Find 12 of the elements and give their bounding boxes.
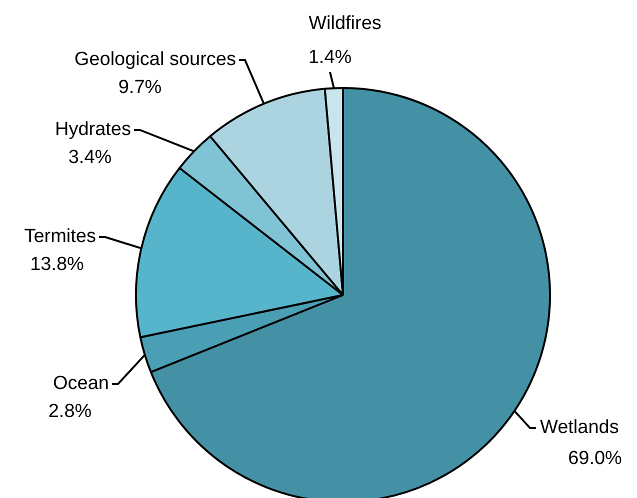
slice-label: Geological sources <box>74 49 236 70</box>
data-label: 69.0% <box>568 448 622 470</box>
data-label: 13.8% <box>30 254 84 276</box>
slice-label: Wildfires <box>308 13 382 34</box>
slice-label: Ocean <box>53 373 109 394</box>
data-label: 9.7% <box>118 77 162 98</box>
data-label: 3.4% <box>68 147 112 168</box>
slice-label: Termites <box>24 226 96 248</box>
data-label: 1.4% <box>308 47 352 68</box>
slice-label: Hydrates <box>54 119 131 140</box>
data-label: 2.8% <box>48 401 92 422</box>
slice-label: Wetlands <box>540 417 619 438</box>
